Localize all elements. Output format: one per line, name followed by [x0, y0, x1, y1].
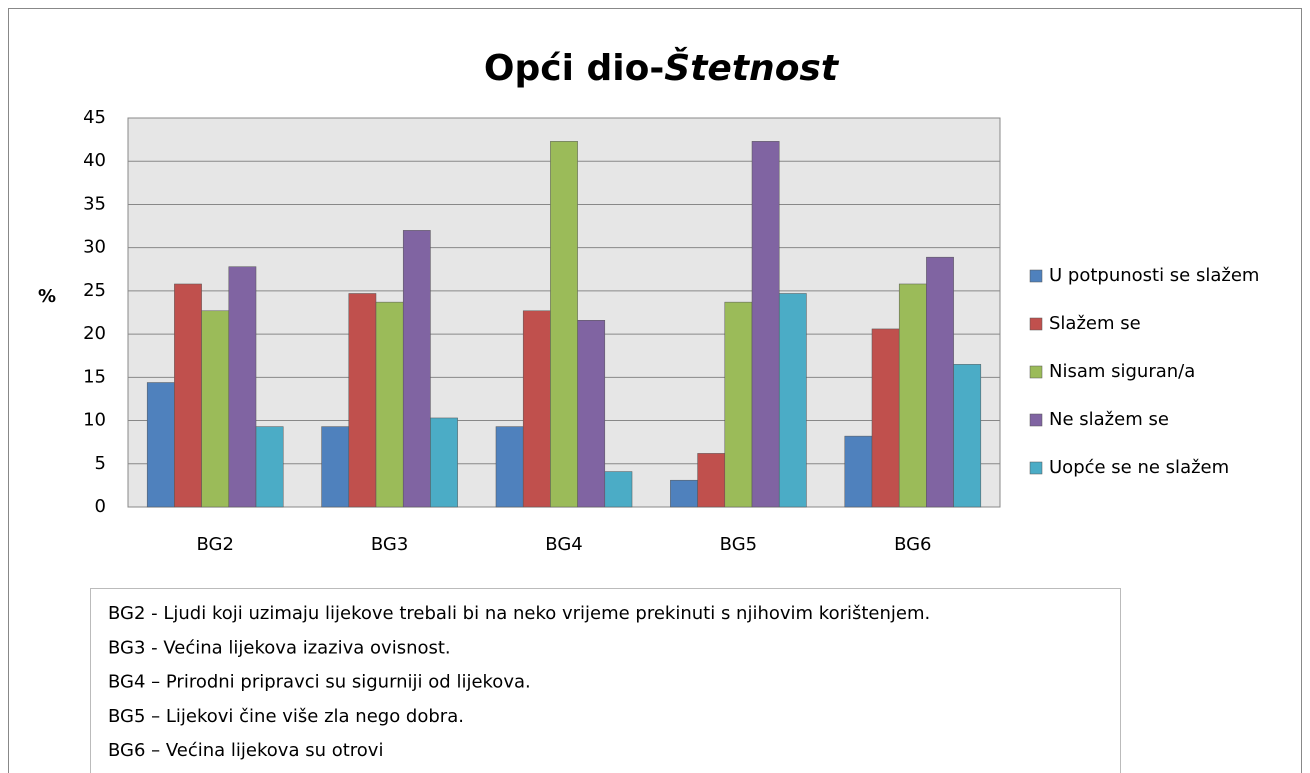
bar: [697, 453, 726, 508]
bar: [604, 471, 633, 508]
legend-swatch: [1029, 461, 1043, 475]
bar: [751, 141, 780, 508]
legend-label: Uopće se ne slažem: [1049, 457, 1229, 478]
bar: [577, 320, 606, 508]
legend-label: Nisam siguran/a: [1049, 361, 1195, 382]
y-tick-label: 0: [95, 496, 106, 517]
legend-swatch: [1029, 317, 1043, 331]
bar: [953, 364, 982, 508]
legend-swatch: [1029, 413, 1043, 427]
y-axis-label: %: [38, 286, 56, 307]
notes-box: [90, 588, 1121, 773]
legend-label: Slažem se: [1049, 313, 1141, 334]
x-tick-label: BG3: [371, 534, 408, 555]
bar: [255, 426, 284, 508]
legend-swatch: [1029, 269, 1043, 283]
bar: [898, 283, 927, 508]
y-tick-label: 15: [83, 366, 106, 387]
title-part: Opći dio-: [484, 48, 664, 89]
bar: [926, 256, 954, 508]
x-tick-label: BG6: [894, 534, 931, 555]
bar: [430, 417, 458, 508]
note-line: BG2 - Ljudi koji uzimaju lijekove trebal…: [108, 603, 930, 624]
bar: [201, 310, 230, 508]
x-tick-label: BG5: [720, 534, 757, 555]
bar: [495, 426, 524, 508]
y-tick-label: 30: [83, 237, 106, 258]
legend-label: Ne slažem se: [1049, 409, 1169, 430]
bar: [228, 266, 257, 508]
y-tick-label: 20: [83, 323, 106, 344]
bar: [522, 310, 551, 508]
bar: [402, 230, 431, 508]
chart-title: Opći dio-Štetnost: [484, 47, 840, 89]
note-line: BG6 – Većina lijekova su otrovi: [108, 740, 383, 761]
bar: [550, 141, 578, 508]
bar: [174, 283, 202, 508]
bar: [670, 479, 698, 508]
bar: [778, 293, 807, 508]
bar: [844, 435, 873, 508]
note-line: BG5 – Lijekovi čine više zla nego dobra.: [108, 706, 464, 727]
y-tick-label: 10: [83, 410, 106, 431]
legend-swatch: [1029, 365, 1043, 379]
bar: [321, 426, 350, 508]
y-tick-label: 45: [83, 107, 106, 128]
title-italic: Štetnost: [664, 47, 840, 89]
x-tick-label: BG4: [545, 534, 582, 555]
bar: [146, 382, 175, 508]
note-line: BG3 - Većina lijekova izaziva ovisnost.: [108, 637, 451, 658]
bar: [348, 293, 377, 508]
x-tick-label: BG2: [196, 534, 233, 555]
bar: [375, 301, 404, 508]
y-tick-label: 5: [95, 453, 106, 474]
y-tick-label: 35: [83, 193, 106, 214]
bar: [871, 328, 900, 508]
note-line: BG4 – Prirodni pripravci su sigurniji od…: [108, 672, 531, 693]
bar: [724, 301, 753, 508]
legend-label: U potpunosti se slažem: [1049, 265, 1259, 286]
y-tick-label: 40: [83, 150, 106, 171]
y-tick-label: 25: [83, 280, 106, 301]
